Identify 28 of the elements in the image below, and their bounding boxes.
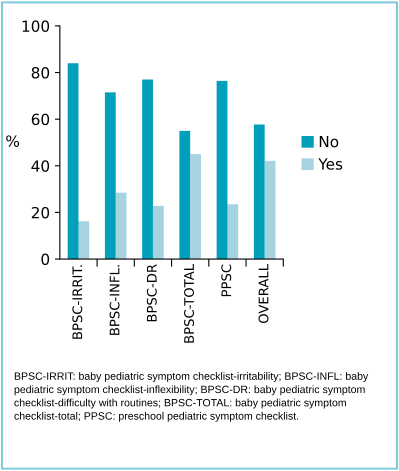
y-tick-label: 40 [31, 160, 50, 172]
legend-label: Yes [318, 158, 342, 170]
bar [116, 192, 127, 260]
bar [264, 160, 276, 260]
y-tick-label: 0 [41, 254, 50, 266]
x-tick-label: BPSC-TOTAL [184, 264, 194, 343]
bar [78, 221, 90, 260]
y-tick-label: 60 [32, 114, 50, 126]
bar [68, 63, 78, 260]
x-tick-label: PPSC [221, 264, 232, 296]
legend-label: No [320, 136, 338, 148]
x-tick-label: BPSC-INFL. [110, 265, 120, 335]
bar [190, 154, 201, 260]
y-tick-label: 20 [32, 206, 50, 218]
text: BPSC-IRRIT: baby pediatric symptom checklist-irritability; BPSC-INFL: baby pediatric symptom checklist-inflexibility; BPSC-DR: baby pediatric symptom checklist-difficulty with routines; BPSC-TOTAL: baby pediatric symptom checklist-total; PPSC: preschool pediatric symptom checklist. [14, 372, 368, 422]
y-axis-title: % [6, 135, 20, 147]
bar [152, 206, 164, 260]
y-tick-label: 80 [32, 67, 50, 79]
bar [227, 204, 238, 260]
bar [216, 80, 228, 260]
bar [179, 130, 190, 260]
bar [104, 92, 116, 260]
bar [142, 80, 153, 260]
y-tick-label: 100 [22, 20, 50, 32]
x-tick-label: BPSC-IRRIT. [72, 265, 82, 339]
bar [254, 124, 265, 260]
x-tick-label: BPSC-DR [146, 264, 157, 322]
x-tick-label: OVERALL [258, 264, 268, 324]
